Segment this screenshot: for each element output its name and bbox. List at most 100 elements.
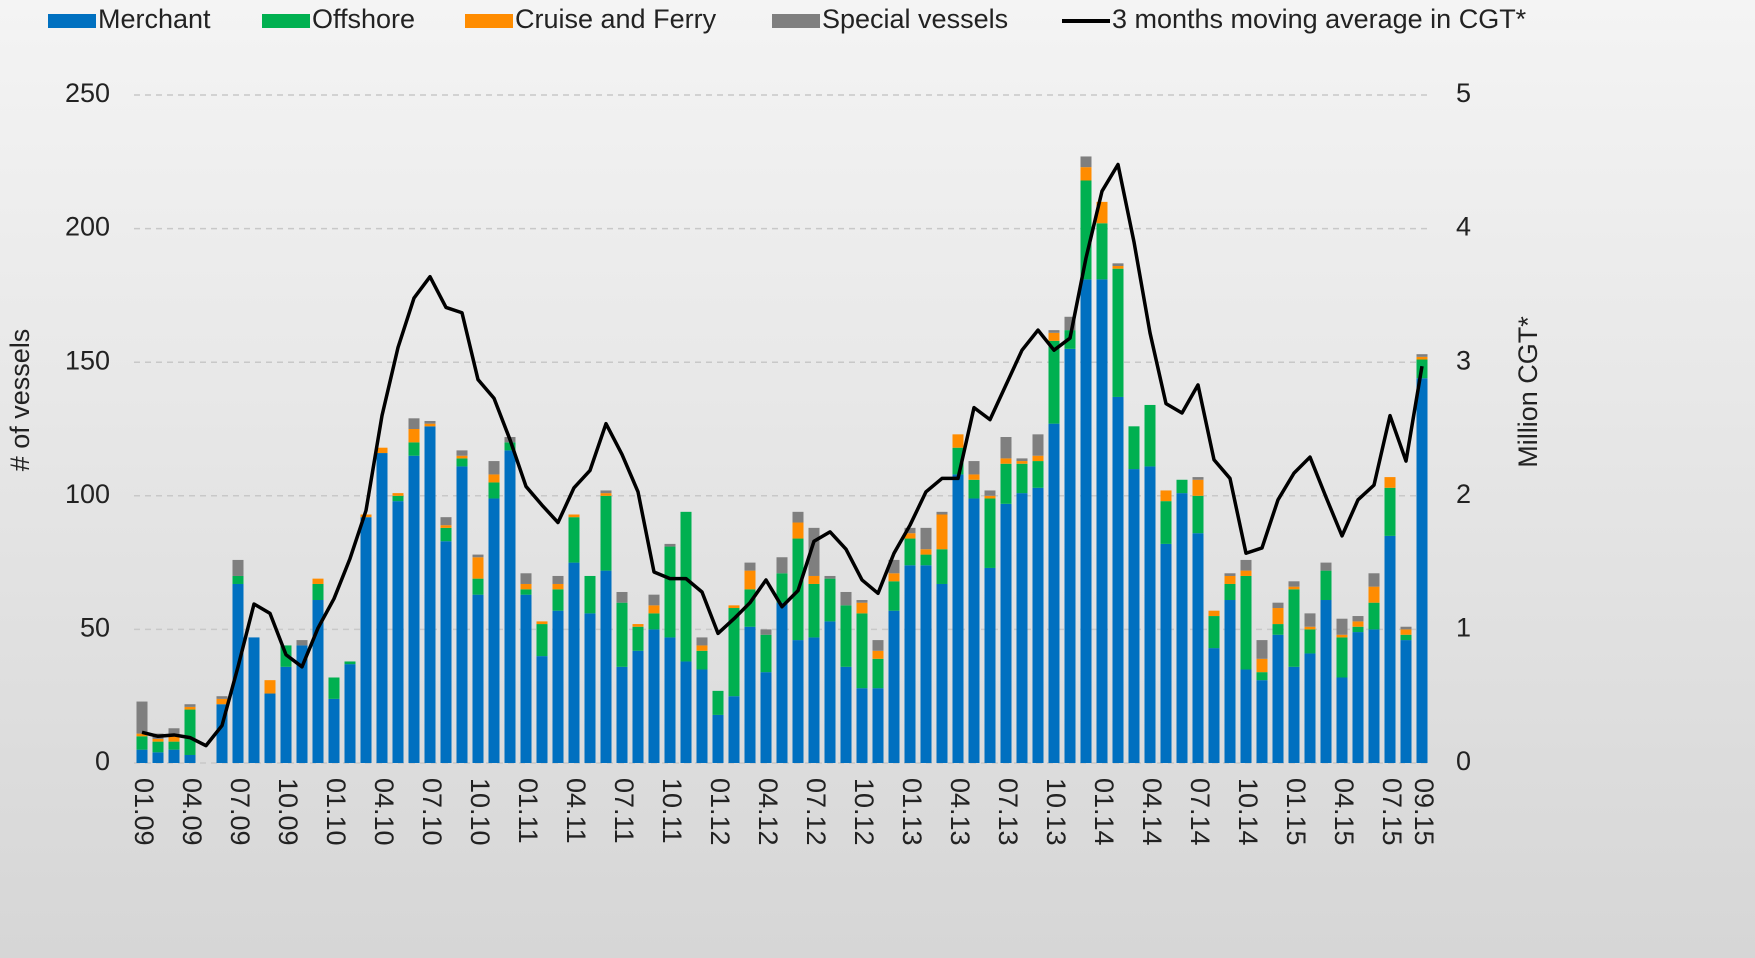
bar-segment xyxy=(712,714,724,763)
bar-segment xyxy=(1320,562,1332,571)
bar-segment xyxy=(1032,434,1044,456)
bar-segment xyxy=(1352,632,1364,763)
x-tick-label: 01.12 xyxy=(705,778,735,846)
bar-segment xyxy=(1192,479,1204,496)
bar-segment xyxy=(616,666,628,763)
y-tick-label: 250 xyxy=(65,78,110,108)
bar-segment xyxy=(1336,618,1348,635)
bar-segment xyxy=(1160,490,1172,502)
bar-segment xyxy=(1144,404,1156,467)
bar-segment xyxy=(856,613,868,689)
x-tick-label: 01.09 xyxy=(129,778,159,846)
bar-segment xyxy=(152,752,164,763)
x-tick-label: 07.12 xyxy=(801,778,831,846)
bar-segment xyxy=(936,583,948,763)
bar-segment xyxy=(968,474,980,480)
bar-segment xyxy=(1368,573,1380,587)
bar-segment xyxy=(872,650,884,659)
x-tick-label: 10.14 xyxy=(1233,778,1263,846)
bar-segment xyxy=(216,696,228,699)
y2-tick-label: 2 xyxy=(1456,479,1471,509)
bar-segment xyxy=(1352,626,1364,633)
bar-segment xyxy=(1000,458,1012,464)
bar-segment xyxy=(440,525,452,528)
bar-segment xyxy=(1048,332,1060,341)
bar-segment xyxy=(488,498,500,763)
bar-segment xyxy=(1304,613,1316,627)
bar-segment xyxy=(808,637,820,763)
bar-segment xyxy=(1080,156,1092,168)
bar-segment xyxy=(168,741,180,750)
bar-segment xyxy=(792,511,804,523)
bar-segment xyxy=(520,573,532,584)
bar-segment xyxy=(168,736,180,742)
bar-segment xyxy=(424,426,436,763)
bar-segment xyxy=(568,562,580,763)
bar-segment xyxy=(1080,167,1092,181)
x-tick-label: 07.11 xyxy=(609,778,639,844)
bar-segment xyxy=(1368,586,1380,603)
bar-segment xyxy=(392,495,404,502)
bar-segment xyxy=(1352,616,1364,622)
y-tick-label: 0 xyxy=(95,746,110,776)
bar-segment xyxy=(232,575,244,584)
bar-segment xyxy=(1032,455,1044,462)
bar-segment xyxy=(280,666,292,763)
legend-label: Merchant xyxy=(98,4,211,34)
bar-segment xyxy=(472,554,484,558)
bar-segment xyxy=(584,575,596,614)
bar-segment xyxy=(536,621,548,625)
bar-segment xyxy=(536,656,548,763)
bar-segment xyxy=(136,733,148,737)
y-tick-label: 200 xyxy=(65,212,110,242)
bar-segment xyxy=(680,511,692,662)
bar-segment xyxy=(952,474,964,763)
bar-segment xyxy=(760,629,772,635)
x-tick-label: 10.12 xyxy=(849,778,879,846)
bar-segment xyxy=(488,461,500,475)
bar-segment xyxy=(248,637,260,763)
bar-segment xyxy=(1208,648,1220,763)
bar-segment xyxy=(1048,330,1060,333)
bar-segment xyxy=(456,458,468,467)
bar-segment xyxy=(1112,263,1124,267)
bar-segment xyxy=(1224,600,1236,763)
bar-segment xyxy=(504,442,516,451)
bar-segment xyxy=(1304,653,1316,763)
bar-segment xyxy=(968,461,980,475)
bar-segment xyxy=(792,640,804,763)
bar-segment xyxy=(712,690,724,715)
bar-segment xyxy=(744,626,756,763)
legend-swatch xyxy=(465,14,513,28)
bar-segment xyxy=(1320,600,1332,763)
bar-segment xyxy=(520,583,532,590)
x-tick-label: 07.13 xyxy=(993,778,1023,846)
bar-segment xyxy=(232,559,244,576)
bar-segment xyxy=(296,640,308,646)
bar-segment xyxy=(232,583,244,763)
x-tick-label: 07.14 xyxy=(1185,778,1215,846)
x-tick-label: 09.15 xyxy=(1409,778,1439,846)
bar-segment xyxy=(1160,543,1172,763)
bar-segment xyxy=(776,602,788,763)
bar-segment xyxy=(840,591,852,606)
bar-segment xyxy=(1016,493,1028,763)
bar-segment xyxy=(600,493,612,496)
bar-segment xyxy=(1416,356,1428,360)
legend-label: 3 months moving average in CGT* xyxy=(1112,4,1527,34)
bar-segment xyxy=(1224,575,1236,584)
x-tick-label: 04.11 xyxy=(561,778,591,844)
bar-segment xyxy=(440,541,452,763)
bar-segment xyxy=(1272,602,1284,609)
bar-segment xyxy=(296,645,308,763)
bar-segment xyxy=(1336,637,1348,678)
x-tick-label: 10.09 xyxy=(273,778,303,846)
y-tick-label: 50 xyxy=(80,613,110,643)
y2-tick-label: 3 xyxy=(1456,345,1471,375)
bar-segment xyxy=(168,749,180,763)
bar-segment xyxy=(824,575,836,579)
bar-segment xyxy=(1160,501,1172,544)
bar-segment xyxy=(1416,354,1428,357)
bar-segment xyxy=(872,640,884,651)
